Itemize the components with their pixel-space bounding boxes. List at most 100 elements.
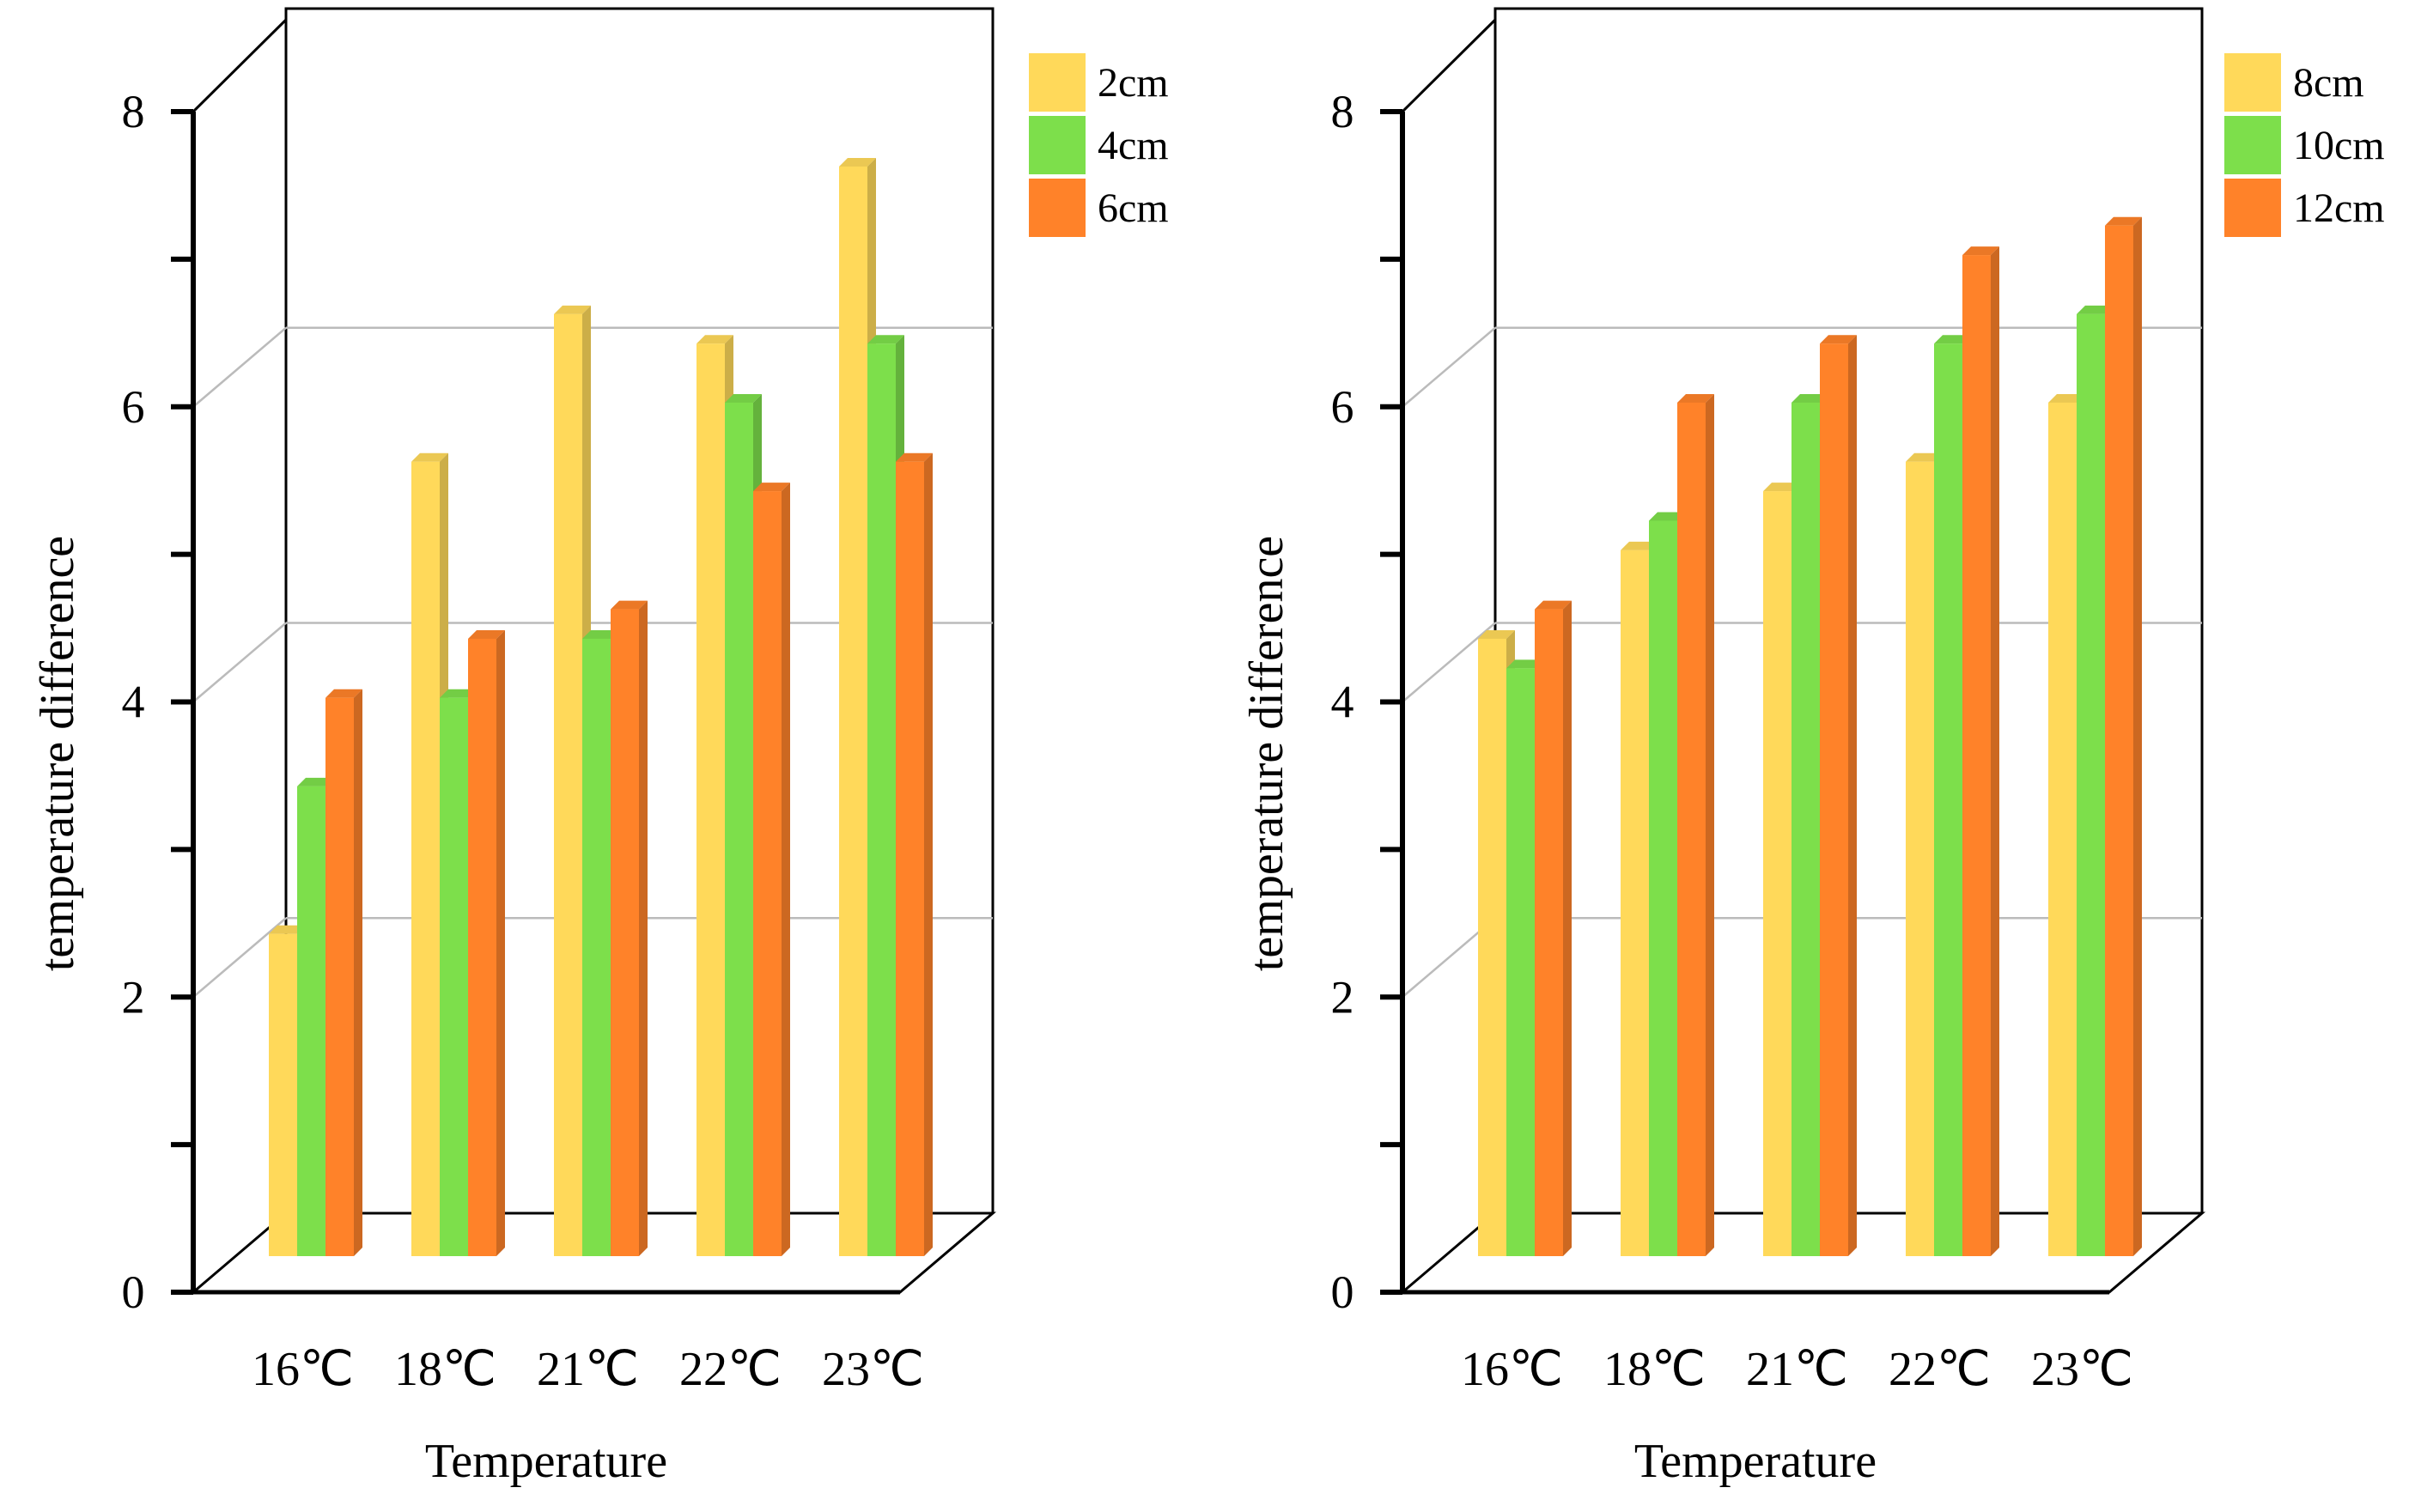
bar-side [1848,335,1857,1256]
bar-front [1677,402,1706,1256]
bar-top [1934,335,1971,344]
bar-front [1820,343,1848,1256]
side-wall-top-edge [1401,18,1497,113]
y-tick-label: 2 [122,971,145,1023]
bar [468,629,505,1256]
y-tick-label: 4 [122,677,145,728]
bar-top [1649,512,1686,521]
x-axis-title: Temperature [425,1435,667,1488]
y-tick-label: 0 [122,1266,145,1318]
bar-side [782,483,790,1256]
bar-front [2077,313,2105,1256]
bar [896,452,933,1256]
x-tick-label: 23℃ [2031,1343,2133,1396]
bar [1962,246,1999,1256]
y-tick-label: 2 [1331,971,1354,1023]
gridline-side [192,326,287,408]
bar-top [269,925,306,934]
legend-label: 4cm [1098,123,1169,168]
gridline-side [192,917,287,999]
x-tick-label: 23℃ [822,1343,924,1396]
chart-panel-1: 16℃ 18℃ 21℃ 22℃ 23℃ 0 2 4 6 8 Temperature temperatu… [31,7,1169,1488]
bar-side [1706,393,1714,1256]
bar-top [1621,541,1658,550]
bar-top [554,305,591,314]
legend-label: 8cm [2293,60,2364,106]
bar-top [867,335,904,344]
bar-top [2105,216,2142,226]
bar-top [1962,246,1999,256]
x-tick-label: 22℃ [1889,1343,1991,1396]
bar-top [2077,305,2114,314]
bar-front [554,313,582,1256]
y-axis-title: temperature difference [31,536,84,971]
bar [611,600,648,1256]
bar-side [1991,246,1999,1256]
bar-front [269,933,297,1256]
bar-top [839,157,876,167]
chart-panel-2: 16℃ 18℃ 21℃ 22℃ 23℃ 0 2 4 6 8 Temperature temperatu… [1240,7,2385,1488]
y-tick-label: 0 [1331,1266,1354,1318]
bar-front [697,343,725,1256]
legend-swatch [1029,179,1086,237]
x-tick-label: 21℃ [537,1343,639,1396]
bar-top [2048,393,2085,403]
bar-front [896,461,924,1256]
bar-top [1677,393,1714,403]
bar-front [839,166,867,1256]
bar-front [1763,491,1791,1256]
bar [1535,600,1572,1256]
bar [2105,216,2142,1256]
y-tick-label: 8 [1331,86,1354,137]
bar-top [611,600,648,610]
bar-side [1563,600,1572,1256]
side-wall-top-edge [192,18,288,113]
x-tick-label: 18℃ [1603,1343,1706,1396]
bar-front [1621,550,1649,1256]
back-wall-frame [284,7,995,1213]
bar-top [697,335,733,344]
y-tick-label: 6 [122,381,145,433]
bar-front [1478,638,1506,1256]
legend-label: 10cm [2293,123,2385,168]
x-tick-label: 21℃ [1746,1343,1848,1396]
bar-side [639,600,648,1256]
legend-label: 12cm [2293,185,2385,231]
bar-front [1906,461,1934,1256]
bar-front [325,697,354,1256]
bar-front [1506,668,1535,1256]
legend-swatch [1029,116,1086,174]
legend: 8cm 10cm 12cm [2224,53,2385,237]
bar [1677,393,1714,1256]
bar-side [354,689,362,1256]
bar-top [297,777,334,786]
bar-front [440,697,468,1256]
bar-top [1506,659,1543,669]
bar [325,689,362,1256]
x-axis-title: Temperature [1634,1435,1877,1488]
bar-top [440,689,477,698]
x-tick-label: 22℃ [679,1343,782,1396]
bar-top [1791,393,1828,403]
bar-front [582,638,611,1256]
bar-side [924,452,933,1256]
bar-top [325,689,362,698]
bar-top [1535,600,1572,610]
y-tick-label: 8 [122,86,145,137]
bar-front [2048,402,2077,1256]
legend-swatch [2224,179,2281,237]
legend-label: 2cm [1098,60,1169,106]
bar-front [1962,255,1991,1256]
bar-front [411,461,440,1256]
bar-front [297,786,325,1256]
bar-front [753,491,782,1256]
legend-label: 6cm [1098,185,1169,231]
y-tick-label: 4 [1331,677,1354,728]
bar-top [725,393,762,403]
bar-front [468,638,496,1256]
y-axis-title: temperature difference [1240,536,1293,971]
bar-front [1649,520,1677,1256]
x-tick-label: 16℃ [252,1343,354,1396]
bar-front [725,402,753,1256]
